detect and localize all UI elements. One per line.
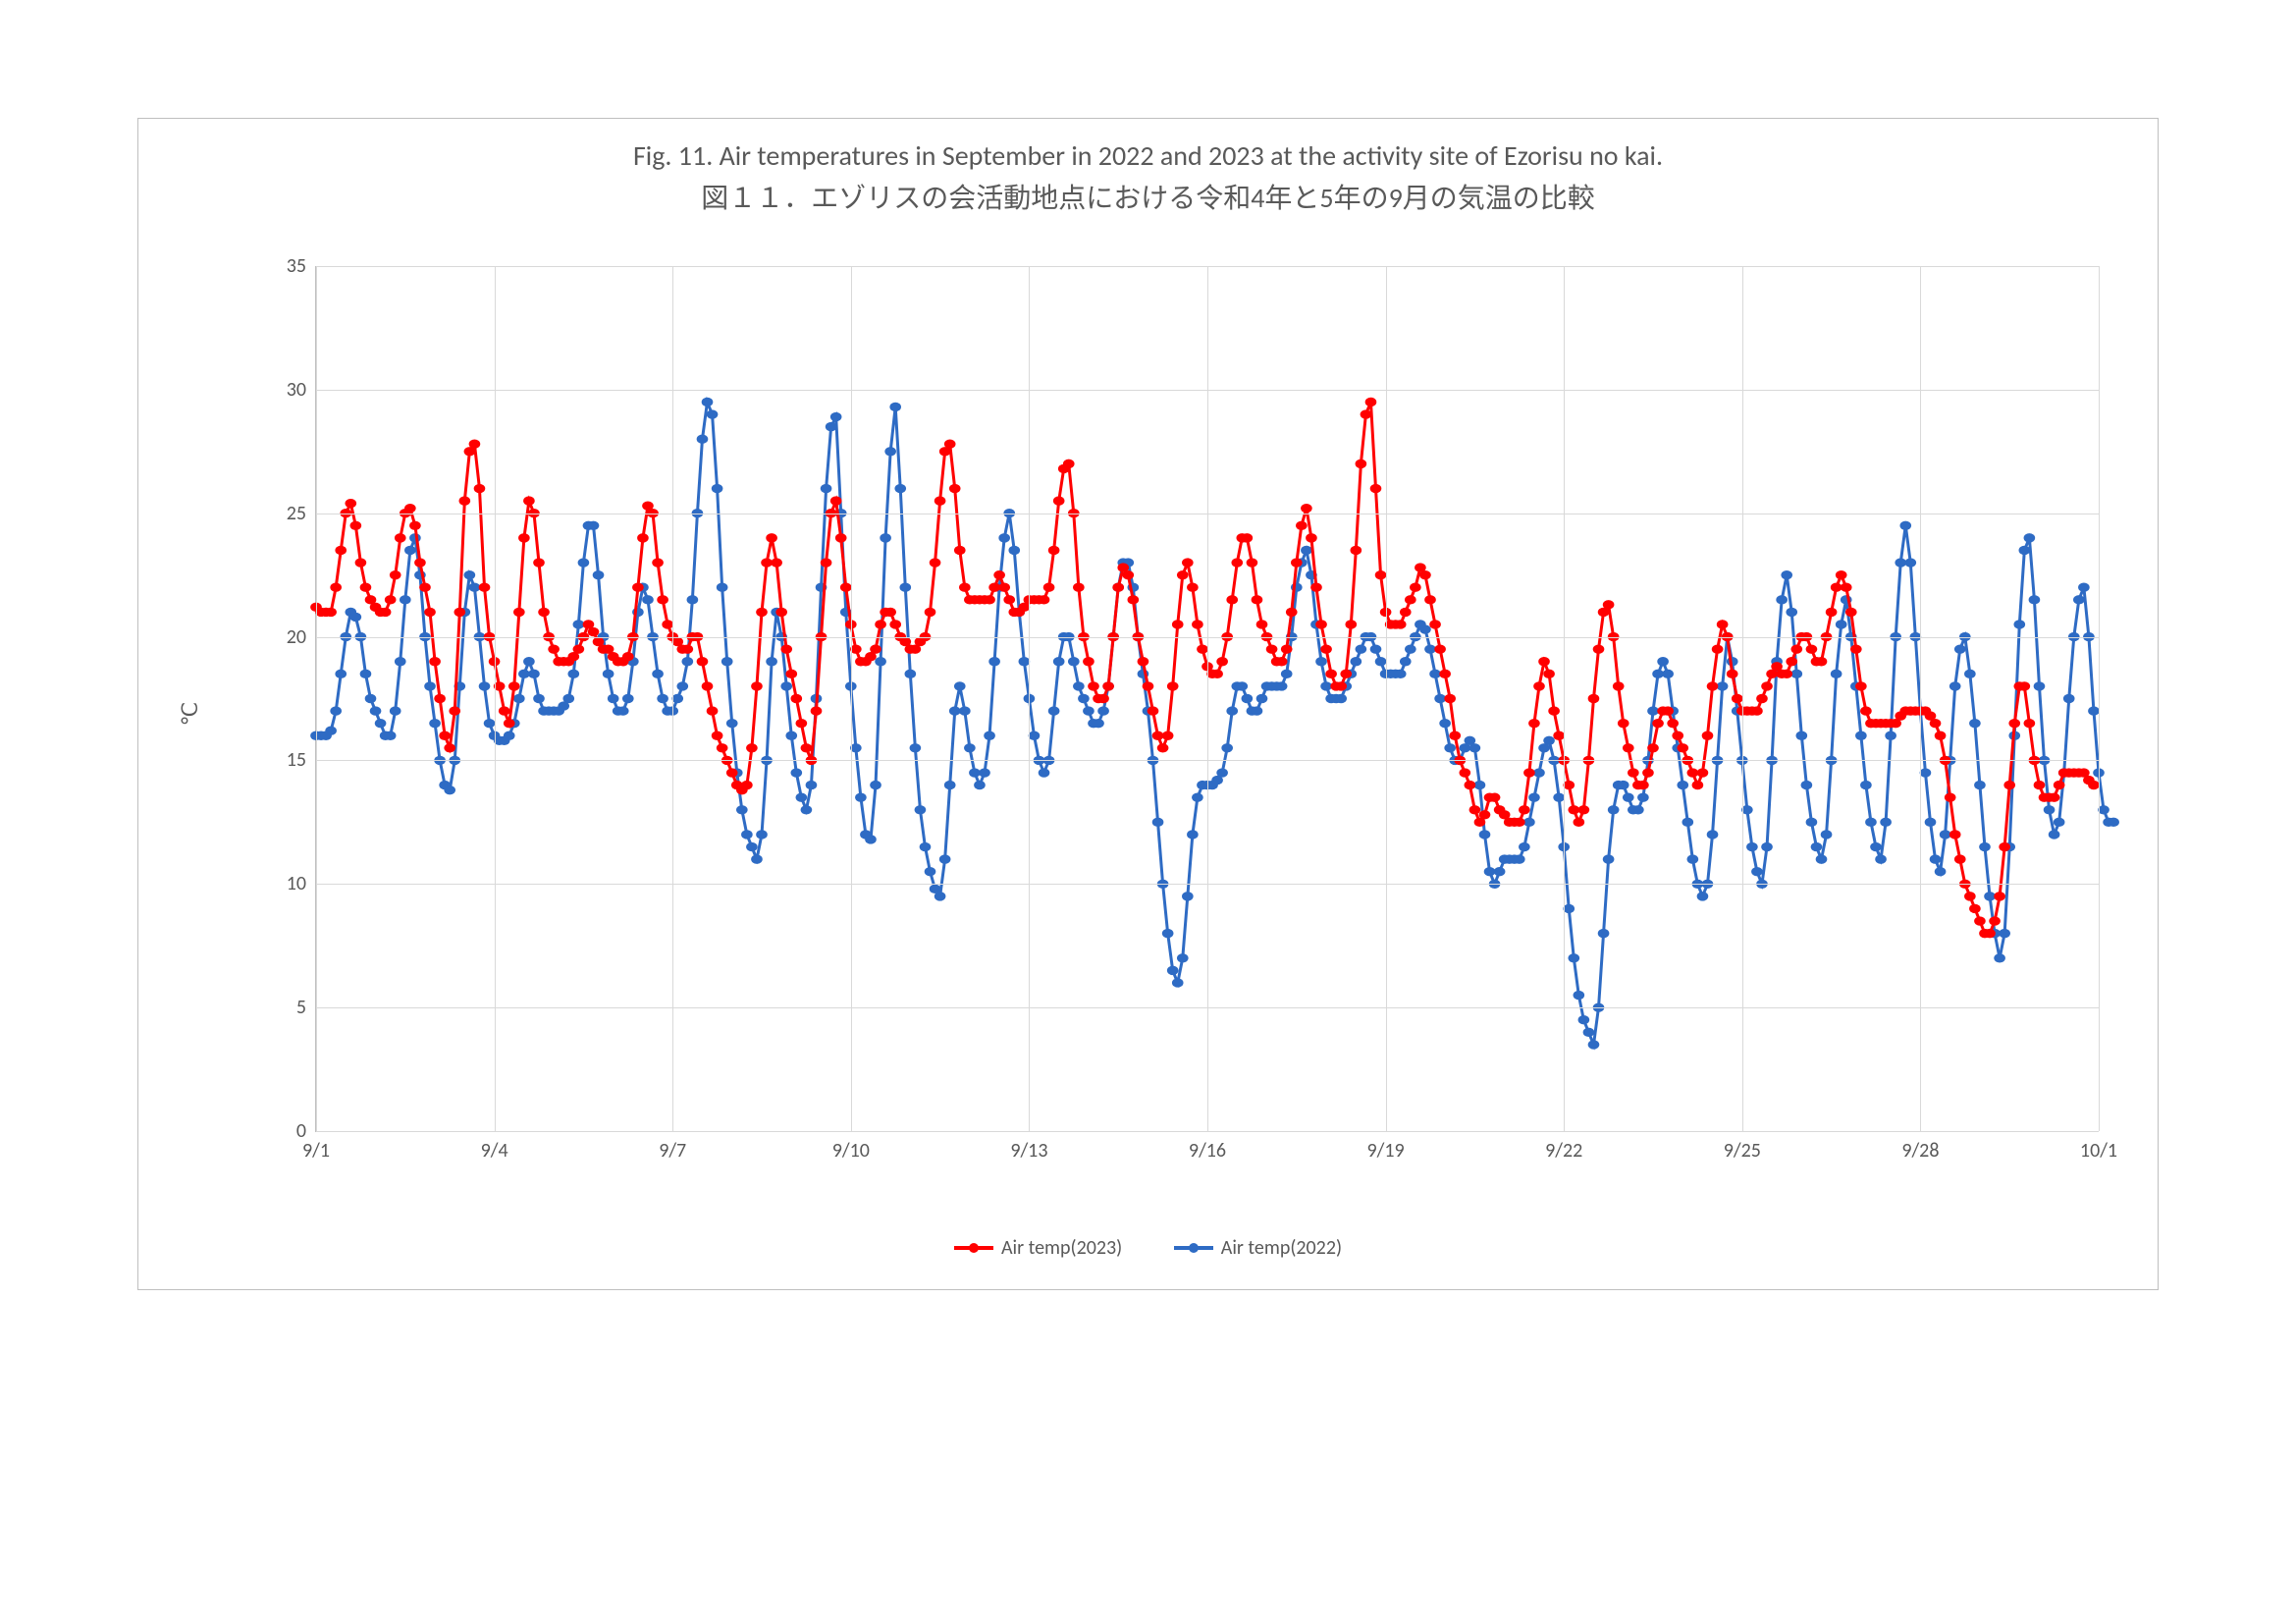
legend-swatch-2023 (954, 1246, 993, 1250)
legend-item-2022: Air temp(2022) (1174, 1236, 1342, 1260)
plot-wrap: ℃ 051015202530359/19/49/79/109/139/169/1… (256, 256, 2118, 1171)
page: Fig. 11. Air temperatures in September i… (0, 0, 2296, 1624)
gridline-v (1920, 266, 1921, 1131)
xtick-label: 9/7 (659, 1139, 686, 1163)
ytick-label: 0 (267, 1119, 306, 1143)
chart-titles: Fig. 11. Air temperatures in September i… (138, 119, 2158, 216)
series-markers (310, 398, 2100, 939)
legend: Air temp(2023) Air temp(2022) (138, 1232, 2158, 1260)
gridline-v (2099, 266, 2100, 1131)
ytick-label: 25 (267, 502, 306, 525)
plot-area: 051015202530359/19/49/79/109/139/169/199… (315, 266, 2099, 1132)
ytick-label: 35 (267, 254, 306, 278)
gridline-v (851, 266, 852, 1131)
legend-swatch-2022 (1174, 1246, 1213, 1250)
ytick-label: 30 (267, 378, 306, 402)
gridline-v (672, 266, 673, 1131)
gridline-v (1029, 266, 1030, 1131)
legend-label-2022: Air temp(2022) (1221, 1236, 1342, 1260)
legend-item-2023: Air temp(2023) (954, 1236, 1122, 1260)
gridline-v (1386, 266, 1387, 1131)
gridline-v (495, 266, 496, 1131)
gridline-h (316, 1131, 2099, 1132)
chart-panel: Fig. 11. Air temperatures in September i… (137, 118, 2159, 1290)
legend-label-2023: Air temp(2023) (1001, 1236, 1122, 1260)
ytick-label: 15 (267, 748, 306, 772)
gridline-v (316, 266, 317, 1131)
ytick-label: 20 (267, 625, 306, 649)
series-markers (310, 398, 2119, 1050)
xtick-label: 9/16 (1189, 1139, 1226, 1163)
ytick-label: 5 (267, 996, 306, 1019)
xtick-label: 9/4 (481, 1139, 508, 1163)
chart-title-jp: 図１１．エゾリスの会活動地点における令和4年と5年の9月の気温の比較 (138, 177, 2158, 216)
xtick-label: 9/25 (1724, 1139, 1761, 1163)
chart-title-en: Fig. 11. Air temperatures in September i… (138, 138, 2158, 173)
xtick-label: 9/1 (302, 1139, 330, 1163)
y-axis-label: ℃ (177, 702, 203, 727)
xtick-label: 9/22 (1545, 1139, 1582, 1163)
gridline-v (1564, 266, 1565, 1131)
xtick-label: 9/10 (832, 1139, 870, 1163)
xtick-label: 10/1 (2080, 1139, 2117, 1163)
gridline-v (1742, 266, 1743, 1131)
gridline-v (1207, 266, 1208, 1131)
xtick-label: 9/19 (1367, 1139, 1405, 1163)
xtick-label: 9/28 (1901, 1139, 1939, 1163)
xtick-label: 9/13 (1010, 1139, 1047, 1163)
ytick-label: 10 (267, 872, 306, 895)
series-line (316, 402, 2113, 1044)
